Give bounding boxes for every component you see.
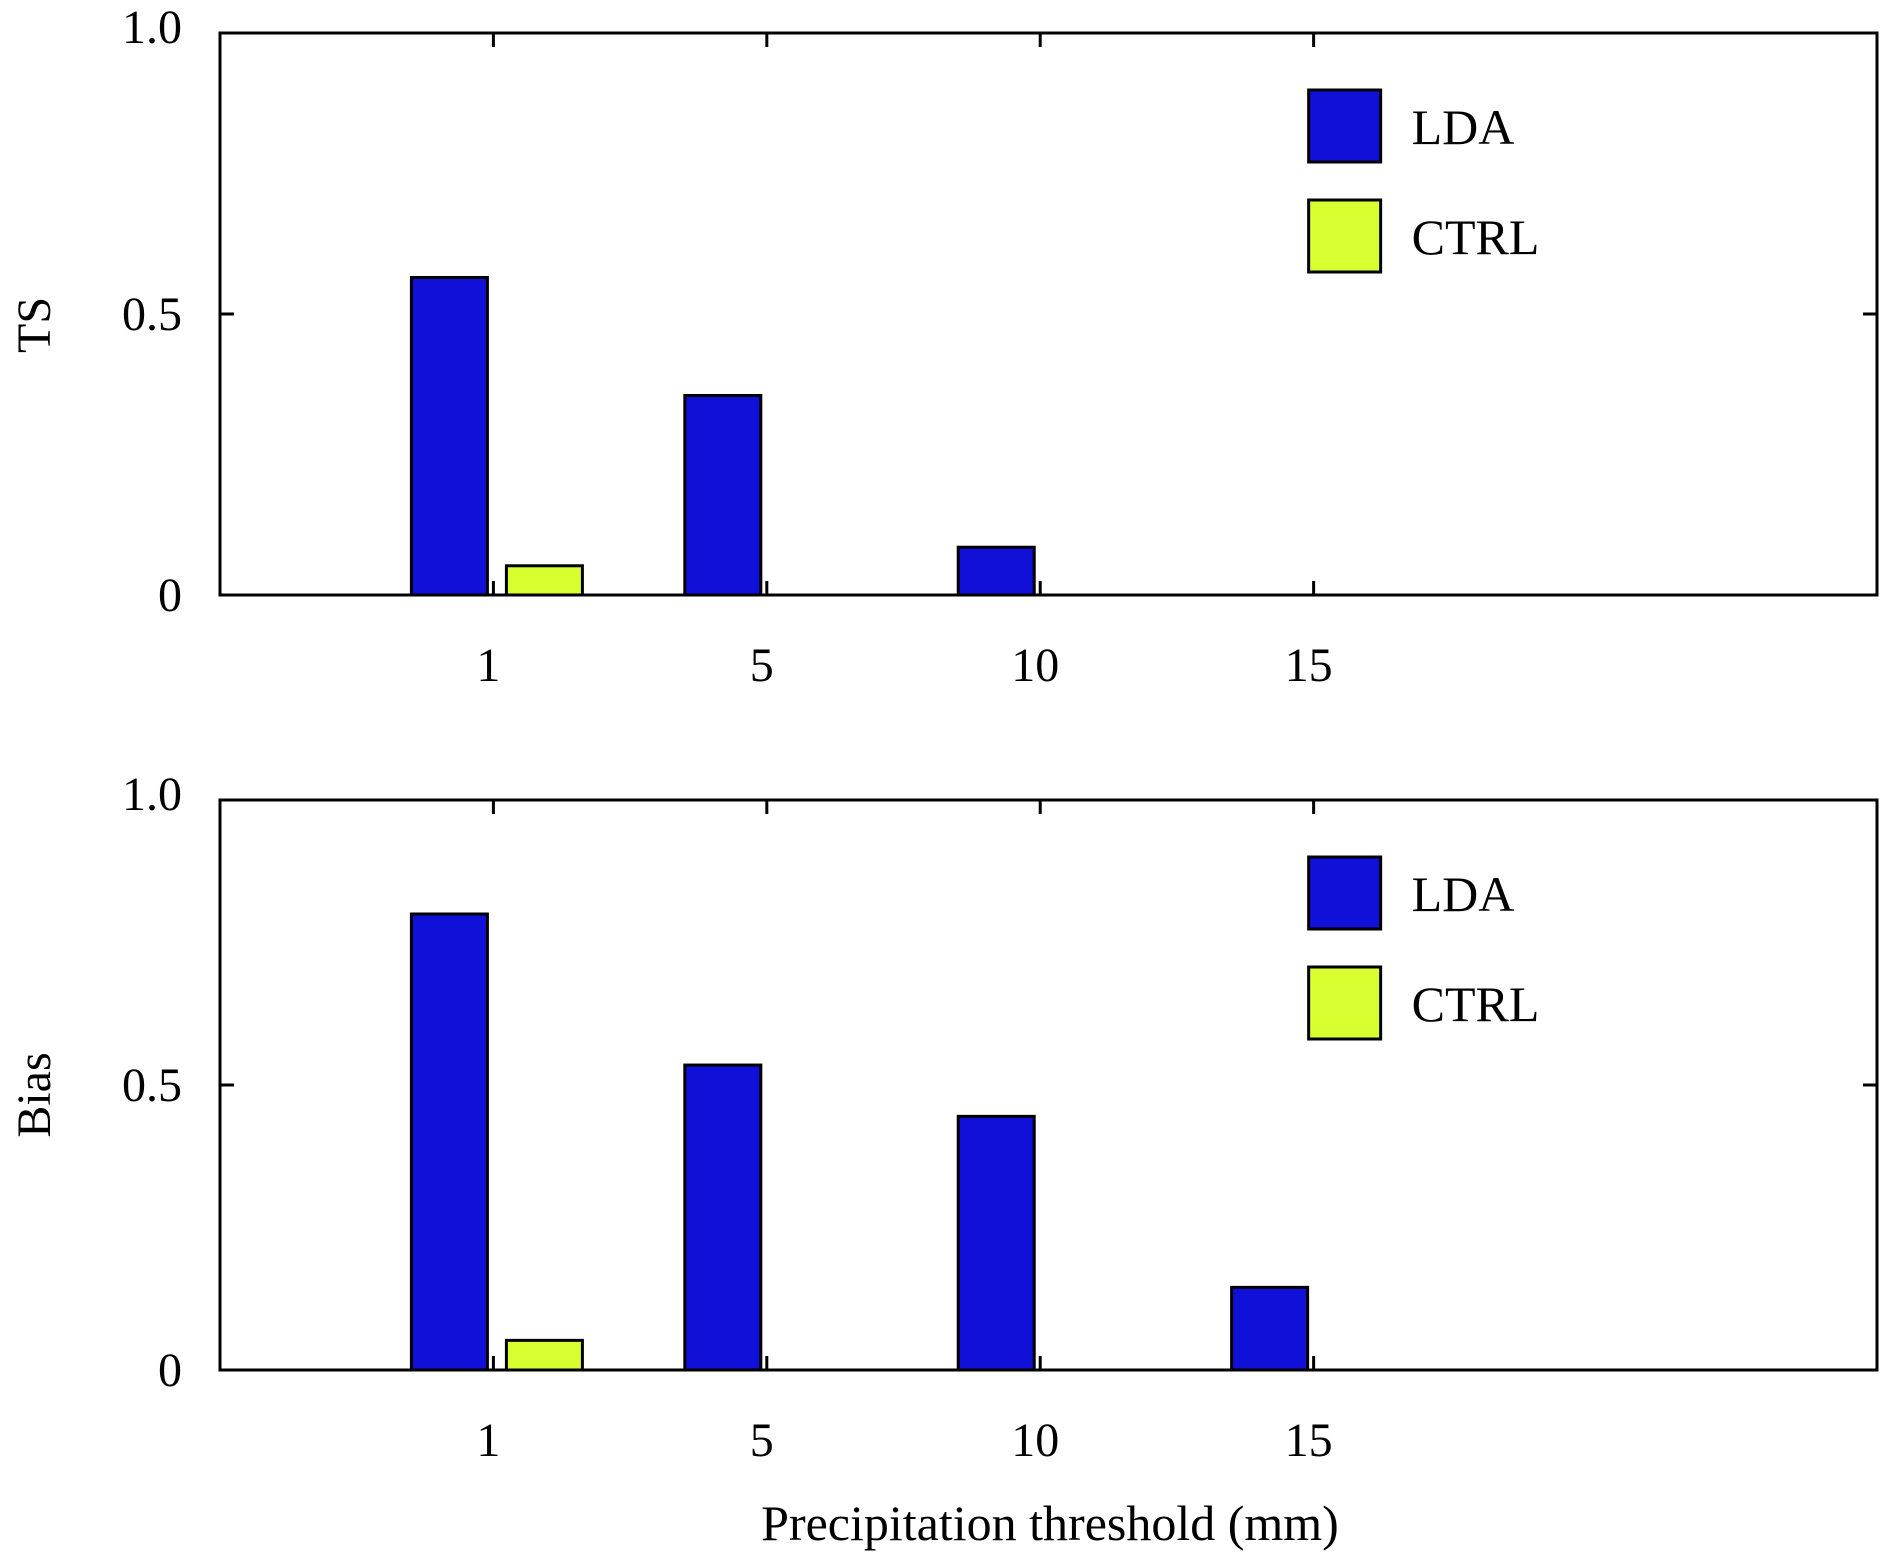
bias-y-tick-label: 0.5	[122, 1059, 182, 1112]
bias-x-tick-label: 1	[476, 1414, 500, 1467]
bias-bar-lda-5	[683, 1063, 763, 1372]
bias-legend-swatch-lda	[1307, 855, 1383, 931]
ts-x-tick-label: 15	[1285, 639, 1333, 692]
x-axis-label: Precipitation threshold (mm)	[761, 1495, 1339, 1551]
ts-x-tick-label: 10	[1011, 639, 1059, 692]
ts-y-tick-label: 1.0	[122, 1, 182, 54]
ts-legend-label-lda: LDA	[1412, 99, 1515, 155]
bias-y-tick-label: 1.0	[122, 768, 182, 821]
bias-bar-ctrl-1	[504, 1338, 584, 1372]
bias-x-tick-label: 15	[1285, 1414, 1333, 1467]
bias-legend-label-lda: LDA	[1412, 866, 1515, 922]
ts-y-tick-label: 0	[158, 569, 182, 622]
ts-y-axis-label: TS	[8, 297, 61, 353]
ts-x-tick-label: 1	[476, 639, 500, 692]
ts-bar-ctrl-1	[504, 564, 584, 597]
bias-y-tick-label: 0	[158, 1344, 182, 1397]
ts-legend-swatch-ctrl	[1307, 198, 1383, 274]
bias-bar-lda-15	[1230, 1285, 1310, 1372]
bias-x-tick-label: 5	[750, 1414, 774, 1467]
bias-y-axis-label: Bias	[8, 1052, 61, 1137]
ts-bar-lda-10	[956, 545, 1036, 597]
bias-bar-lda-10	[956, 1114, 1036, 1372]
bias-bar-lda-1	[409, 912, 489, 1372]
ts-y-tick-label: 0.5	[122, 288, 182, 341]
ts-x-tick-label: 5	[750, 639, 774, 692]
ts-bar-lda-1	[409, 275, 489, 597]
ts-legend-swatch-lda	[1307, 88, 1383, 164]
bias-legend-label-ctrl: CTRL	[1412, 976, 1540, 1032]
bias-x-tick-label: 10	[1011, 1414, 1059, 1467]
ts-bar-lda-5	[683, 393, 763, 597]
bias-legend-swatch-ctrl	[1307, 965, 1383, 1041]
ts-legend-label-ctrl: CTRL	[1412, 209, 1540, 265]
